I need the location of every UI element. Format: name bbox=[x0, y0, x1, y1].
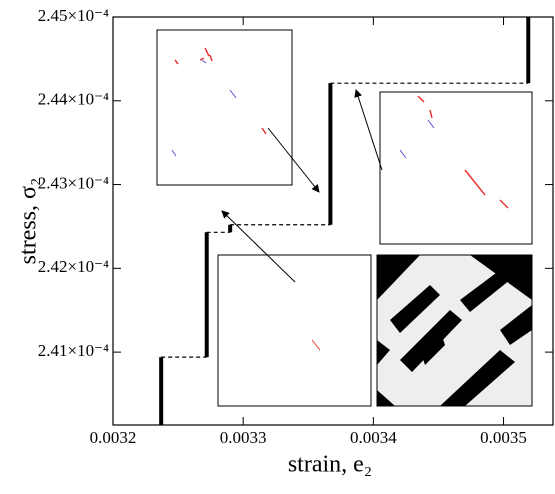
arrow bbox=[267, 127, 320, 193]
x-tick-label: 0.0033 bbox=[220, 428, 267, 447]
inset bbox=[379, 91, 533, 245]
arrow bbox=[354, 89, 383, 171]
x-tick-label: 0.0035 bbox=[480, 428, 527, 447]
y-tick-label: 2.42×10⁻⁴ bbox=[38, 257, 109, 276]
insets bbox=[156, 29, 533, 407]
inset-texture bbox=[417, 95, 509, 209]
x-tick-label: 0.0034 bbox=[350, 428, 397, 447]
x-tick-label: 0.0032 bbox=[90, 428, 137, 447]
y-tick-label: 2.41×10⁻⁴ bbox=[38, 341, 109, 360]
inset-texture bbox=[377, 255, 532, 406]
y-tick-label: 2.45×10⁻⁴ bbox=[38, 6, 109, 25]
inset bbox=[217, 254, 372, 407]
inset-texture bbox=[171, 59, 237, 157]
y-axis-label: stress, σ₂ bbox=[16, 178, 42, 265]
arrow bbox=[221, 210, 296, 283]
plot-frame bbox=[112, 16, 554, 426]
y-tick-label: 2.43×10⁻⁴ bbox=[38, 173, 109, 192]
inset bbox=[156, 29, 293, 186]
inset-texture bbox=[174, 47, 267, 135]
y-tick-label: 2.44×10⁻⁴ bbox=[38, 90, 109, 109]
inset-texture bbox=[399, 119, 435, 159]
inset-texture bbox=[311, 339, 321, 351]
x-axis-label: strain, e₂ bbox=[288, 452, 372, 478]
